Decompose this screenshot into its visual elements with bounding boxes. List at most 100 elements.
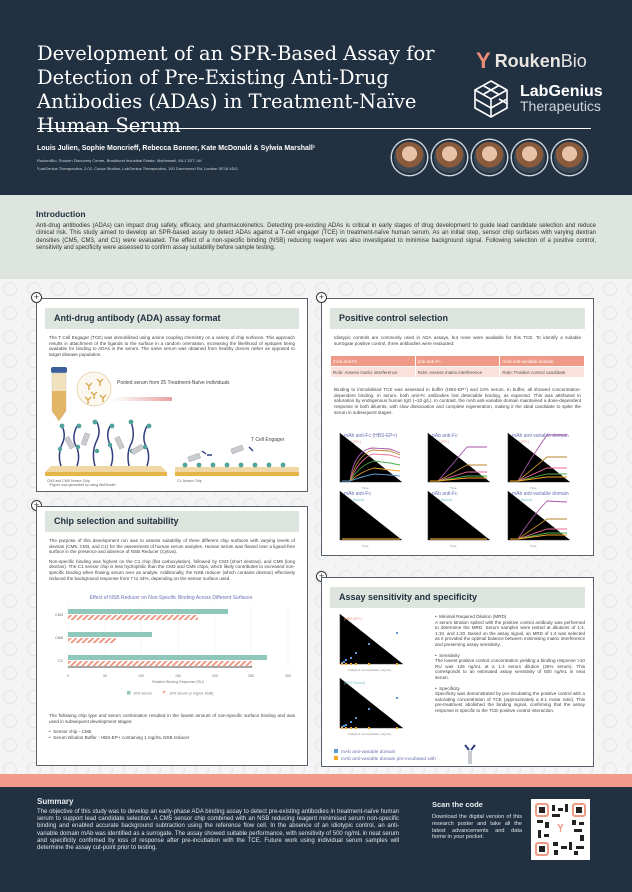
svg-text:Time: Time bbox=[362, 486, 369, 490]
svg-text:T Cell Engager: T Cell Engager bbox=[251, 437, 285, 443]
introduction-text: Anti-drug antibodies (ADAs) can impact d… bbox=[36, 223, 596, 252]
scan-heading: Scan the code bbox=[432, 800, 483, 809]
legend-item: mAb anti-variable domain bbox=[334, 749, 395, 755]
chip-selection-heading: Chip selection and suitability bbox=[45, 511, 299, 532]
positive-control-text-2: Binding to immobilised TCE was assessed … bbox=[334, 387, 581, 415]
svg-text:mAb anti-variable domain: mAb anti-variable domain bbox=[512, 433, 569, 439]
svg-text:(10% Serum): (10% Serum) bbox=[432, 498, 452, 502]
sensitivity-scatter-charts: (HBS-EP+) (25% Serum) Analyte 1 Concentr… bbox=[339, 614, 403, 736]
svg-text:(HBS-EP+): (HBS-EP+) bbox=[512, 440, 529, 444]
nsb-bar-chart: Effect of NSB Reducer on Non-Specific Bi… bbox=[55, 595, 291, 696]
avatar bbox=[512, 140, 547, 175]
biorender-footnote: *Figure was generated by using BioRender bbox=[49, 483, 116, 487]
svg-text:0: 0 bbox=[67, 674, 69, 678]
mrd-text: A serum titration spiked with the positi… bbox=[435, 619, 585, 647]
labgenius-cube-icon bbox=[474, 80, 508, 118]
ada-assay-diagram: Pooled serum from 25 Treatment-Naïve ind… bbox=[45, 367, 299, 483]
chip-bullet: • Sensor chip - CM5 bbox=[49, 729, 92, 735]
summary-heading: Summary bbox=[37, 797, 74, 806]
sensorgram-grid: mAb anti-Fc (HBS-EP+) pAb anti-Fc mAb an… bbox=[339, 433, 570, 548]
svg-text:(HBS-EP+): (HBS-EP+) bbox=[344, 440, 361, 444]
svg-text:150: 150 bbox=[175, 674, 181, 678]
svg-text:CM5: CM5 bbox=[55, 636, 63, 640]
authors: Louis Julien, Sophie Moncrieff, Rebecca … bbox=[37, 145, 316, 152]
author-avatars bbox=[392, 140, 587, 175]
qr-code-icon bbox=[535, 803, 586, 856]
tce-antibody-icon bbox=[464, 744, 476, 764]
svg-text:(HBS-EP+): (HBS-EP+) bbox=[344, 617, 362, 621]
chip-selection-text-1: The purpose of this development run was … bbox=[49, 538, 295, 555]
positive-control-heading: Positive control selection bbox=[330, 308, 585, 329]
sensitivity-heading: Assay sensitivity and specificity bbox=[330, 587, 585, 608]
svg-text:100: 100 bbox=[138, 674, 144, 678]
svg-text:(HBS-EP+): (HBS-EP+) bbox=[432, 440, 449, 444]
accent-band bbox=[0, 774, 632, 788]
affiliation-2: ¹LabGenius Therapeutics, 2.02, Cocoa Stu… bbox=[37, 166, 238, 171]
expand-plus-icon[interactable]: + bbox=[316, 292, 327, 303]
svg-text:mAb anti-Fc (HBS-EP+): mAb anti-Fc (HBS-EP+) bbox=[344, 433, 398, 439]
svg-text:Time: Time bbox=[362, 544, 369, 548]
svg-text:Time: Time bbox=[450, 486, 457, 490]
svg-text:50: 50 bbox=[103, 674, 107, 678]
svg-text:10% Serum: 10% Serum bbox=[133, 692, 152, 696]
introduction-section: Introduction Anti-drug antibodies (ADAs)… bbox=[0, 195, 632, 279]
svg-text:(10% Serum): (10% Serum) bbox=[512, 498, 532, 502]
svg-text:200: 200 bbox=[212, 674, 218, 678]
scan-text: Download the digital version of this res… bbox=[432, 814, 522, 841]
chip-selection-panel: Chip selection and suitability The purpo… bbox=[36, 506, 308, 766]
expand-plus-icon[interactable]: + bbox=[31, 292, 42, 303]
rouken-bio-logo: Y Rouken Bio bbox=[476, 48, 587, 73]
svg-text:pAb anti-Fc: pAb anti-Fc bbox=[432, 491, 458, 497]
sensitivity-title: • Sensitivity bbox=[435, 652, 460, 658]
svg-text:10% Serum (1 mg/mL NSB): 10% Serum (1 mg/mL NSB) bbox=[169, 692, 213, 696]
poster-header: Development of an SPR-Based Assay for De… bbox=[0, 0, 632, 195]
labgenius-logo: LabGenius Therapeutics bbox=[470, 78, 603, 120]
svg-text:Pooled serum from 25 Treatment: Pooled serum from 25 Treatment-Naïve ind… bbox=[117, 380, 230, 386]
summary-section: Summary The objective of this study was … bbox=[0, 787, 632, 892]
antibody-role-table: mAb anti-Fc pAb anti-Fc mAb anti-variabl… bbox=[331, 356, 584, 378]
svg-text:C1 Sensor Chip: C1 Sensor Chip bbox=[177, 479, 202, 483]
avatar bbox=[392, 140, 427, 175]
chip-conclusion-text: The following chip type and serum combin… bbox=[49, 713, 295, 724]
poster-title: Development of an SPR-Based Assay for De… bbox=[37, 42, 435, 137]
qr-code[interactable] bbox=[531, 799, 590, 860]
legend-item: mAb anti-variable domain pre-incubated w… bbox=[334, 756, 436, 762]
svg-text:250: 250 bbox=[248, 674, 254, 678]
ada-format-text: The T Cell Engager (TCE) was immobilised… bbox=[49, 335, 295, 357]
chip-selection-text-2: Non-specific binding was highest on the … bbox=[49, 558, 295, 581]
svg-text:Effect of NSB Reducer on Non-S: Effect of NSB Reducer on Non-Specific Bi… bbox=[90, 595, 253, 601]
specificity-text: Specificity was demonstrated by pre-incu… bbox=[435, 691, 585, 713]
sensitivity-text: The lowest positive control concentratio… bbox=[435, 658, 585, 680]
svg-text:mAb anti-variable domain: mAb anti-variable domain bbox=[512, 491, 569, 497]
svg-text:Analyte 1 Concentration (ng/mL: Analyte 1 Concentration (ng/mL) bbox=[348, 668, 391, 672]
positive-control-panel: Positive control selection Idiotypic con… bbox=[321, 298, 594, 556]
svg-text:mAb anti-Fc: mAb anti-Fc bbox=[344, 491, 371, 497]
svg-text:Time: Time bbox=[450, 544, 457, 548]
summary-text: The objective of this study was to devel… bbox=[37, 809, 399, 852]
sensitivity-panel: Assay sensitivity and specificity (HBS-E… bbox=[321, 577, 594, 767]
ada-format-panel: Anti-drug antibody (ADA) assay format Th… bbox=[36, 298, 308, 492]
svg-text:pAb anti-Fc: pAb anti-Fc bbox=[432, 433, 458, 439]
svg-text:CM3 and CM5 Sensor Chip: CM3 and CM5 Sensor Chip bbox=[47, 479, 90, 483]
affiliation-1: RoukenBio, Rouken Discovery Centre, Brai… bbox=[37, 158, 202, 163]
introduction-heading: Introduction bbox=[36, 209, 86, 219]
avatar bbox=[552, 140, 587, 175]
svg-text:Time: Time bbox=[530, 486, 537, 490]
header-divider bbox=[37, 128, 591, 129]
rouken-antibody-icon: Y bbox=[476, 48, 491, 73]
avatar bbox=[472, 140, 507, 175]
ada-format-heading: Anti-drug antibody (ADA) assay format bbox=[45, 308, 299, 329]
svg-text:C1: C1 bbox=[58, 659, 63, 663]
svg-text:CM3: CM3 bbox=[55, 613, 63, 617]
avatar bbox=[432, 140, 467, 175]
specificity-title: • Specificity bbox=[435, 685, 460, 691]
svg-text:Relative Binding Response (RU): Relative Binding Response (RU) bbox=[152, 680, 204, 684]
sensitivity-items: • Minimal Required Dilution (MRD) A seru… bbox=[435, 614, 585, 714]
svg-text:Analyte 1 Concentration (ng/mL: Analyte 1 Concentration (ng/mL) bbox=[348, 732, 391, 736]
positive-control-text-1: Idiotypic controls are commonly used in … bbox=[334, 335, 581, 346]
svg-text:300: 300 bbox=[285, 674, 291, 678]
mrd-title: • Minimal Required Dilution (MRD) bbox=[435, 614, 507, 619]
chip-bullet: • Serum Dilution Buffer - HBS-EP+ contai… bbox=[49, 734, 190, 740]
svg-text:Time: Time bbox=[530, 544, 537, 548]
svg-text:(10% Serum): (10% Serum) bbox=[344, 498, 364, 502]
